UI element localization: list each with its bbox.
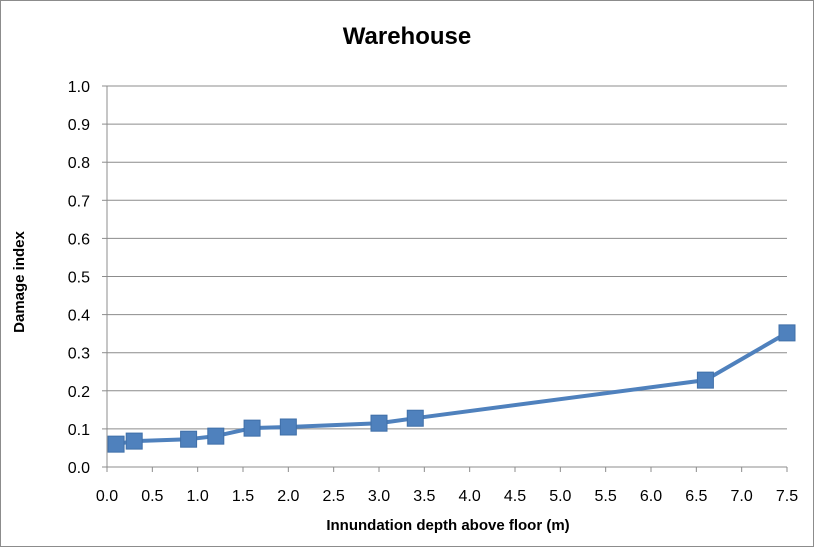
x-tick-label: 5.0 [549,488,571,505]
data-point-marker [180,430,198,448]
data-point-marker [696,371,714,389]
y-tick-label: 0.2 [68,384,90,401]
data-point-marker [243,419,261,437]
data-point-marker [406,409,424,427]
x-tick-label: 6.0 [640,488,662,505]
data-point-marker [125,432,143,450]
data-point-marker [107,435,125,453]
x-tick-label: 1.0 [187,488,209,505]
y-tick-label: 1.0 [68,79,90,96]
y-tick-label: 0.3 [68,346,90,363]
y-tick-label: 0.1 [68,422,90,439]
y-tick-label: 0.8 [68,155,90,172]
y-tick-labels: 0.0 0.1 0.2 0.3 0.4 0.5 0.6 0.7 0.8 0.9 1.0 [68,79,90,477]
x-tick-labels: 0.0 0.5 1.0 1.5 2.0 2.5 3.0 3.5 4.0 4.5 5.0 5.5 6.0 6… [96,488,798,505]
y-tick-label: 0.4 [68,308,90,325]
y-tick-label: 0.9 [68,117,90,134]
data-point-marker [778,324,796,342]
x-tick-label: 7.0 [731,488,753,505]
data-point-marker [207,427,225,445]
x-tick-label: 4.0 [459,488,481,505]
x-tick-label: 3.5 [413,488,435,505]
x-tick-label: 1.5 [232,488,254,505]
x-tick-label: 2.0 [277,488,299,505]
x-tick-label: 0.5 [141,488,163,505]
data-point-marker [370,414,388,432]
y-tick-label: 0.7 [68,193,90,210]
x-tick-label: 6.5 [685,488,707,505]
y-tick-label: 0.6 [68,231,90,248]
x-tick-label: 7.5 [776,488,798,505]
y-axis-label: Damage index [11,230,28,332]
x-tick-label: 0.0 [96,488,118,505]
chart-title: Warehouse [343,23,471,50]
data-point-marker [279,418,297,436]
x-tick-label: 5.5 [595,488,617,505]
series-line [115,331,789,447]
x-tick-label: 4.5 [504,488,526,505]
x-axis-label: Innundation depth above floor (m) [326,517,569,534]
y-tick-label: 0.5 [68,270,90,287]
y-tick-label: 0.0 [68,460,90,477]
x-tick-label: 2.5 [323,488,345,505]
series-group [107,324,796,453]
gridlines [102,85,788,472]
x-tick-label: 3.0 [368,488,390,505]
